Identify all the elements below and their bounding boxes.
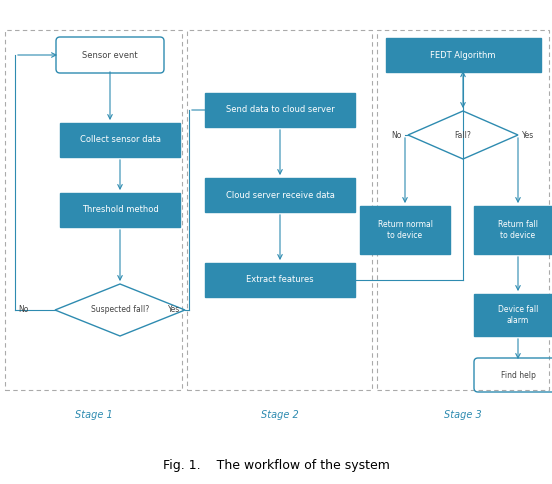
Text: Find help: Find help [501,370,535,379]
Text: Collect sensor data: Collect sensor data [79,136,161,145]
Text: No: No [391,131,401,139]
FancyBboxPatch shape [474,206,552,254]
FancyBboxPatch shape [205,263,355,297]
Bar [5,30,182,390]
Text: Yes: Yes [522,131,534,139]
Text: Cloud server receive data: Cloud server receive data [226,191,335,199]
Text: Fall?: Fall? [454,131,471,139]
Text: Suspected fall?: Suspected fall? [91,305,149,315]
FancyBboxPatch shape [205,178,355,212]
Text: FEDT Algorithm: FEDT Algorithm [430,50,496,60]
Text: Stage 3: Stage 3 [444,410,482,420]
Text: Send data to cloud server: Send data to cloud server [226,106,335,115]
Text: Sensor event: Sensor event [82,50,138,60]
Text: Return fall
to device: Return fall to device [498,220,538,240]
FancyBboxPatch shape [385,38,540,72]
FancyBboxPatch shape [360,206,450,254]
Text: Stage 1: Stage 1 [75,410,113,420]
Text: Stage 2: Stage 2 [261,410,299,420]
Text: Device fall
alarm: Device fall alarm [498,305,538,325]
Bar [187,30,372,390]
FancyBboxPatch shape [60,193,180,227]
FancyBboxPatch shape [205,93,355,127]
Text: Extract features: Extract features [246,275,314,285]
Text: No: No [18,305,28,315]
Text: Threshold method: Threshold method [82,206,158,214]
FancyBboxPatch shape [60,123,180,157]
FancyBboxPatch shape [474,294,552,336]
Text: Fig. 1.    The workflow of the system: Fig. 1. The workflow of the system [162,458,390,471]
Bar [377,30,549,390]
Text: Return normal
to device: Return normal to device [378,220,433,240]
Text: Yes: Yes [168,305,180,315]
